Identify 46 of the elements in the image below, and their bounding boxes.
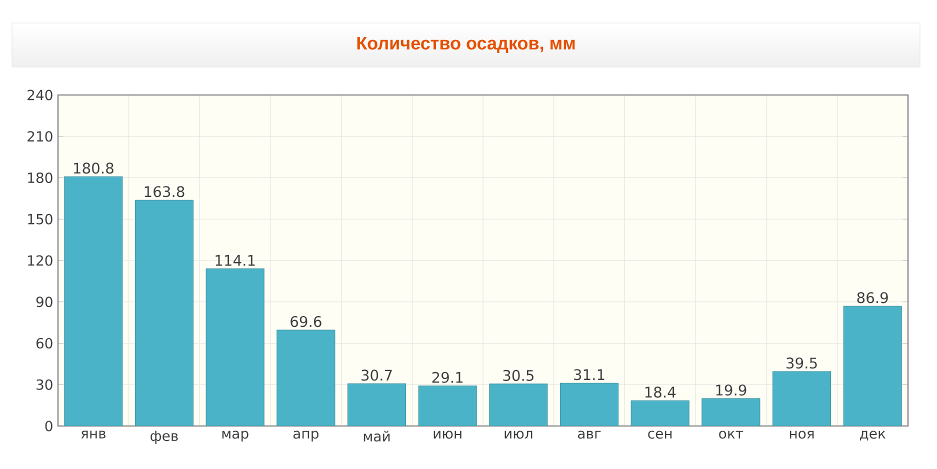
y-tick-label: 60: [36, 338, 52, 349]
bar: [843, 306, 902, 426]
bar: [135, 200, 194, 426]
x-tick-label: ноя: [790, 430, 814, 439]
bar: [276, 330, 335, 426]
x-tick-label: фев: [150, 430, 178, 444]
x-tick-label: июн: [434, 430, 462, 439]
bar: [348, 384, 406, 426]
bar: [418, 386, 477, 426]
y-tick-label: 210: [28, 131, 52, 142]
bar: [772, 372, 831, 426]
bar: [631, 400, 690, 426]
y-tick-label: 180: [28, 172, 52, 184]
x-tick-label: окт: [719, 430, 744, 439]
y-tick-label: 150: [28, 214, 52, 224]
data-label: 30.5: [503, 370, 534, 382]
x-tick-label: июл: [504, 430, 532, 439]
x-tick-label: янв: [81, 430, 106, 438]
x-tick-label: май: [364, 430, 390, 442]
x-tick-label: дек: [860, 430, 886, 440]
data-label: 39.5: [786, 358, 817, 369]
bar: [560, 383, 618, 426]
data-label: 30.7: [362, 370, 392, 381]
data-label: 86.9: [857, 292, 888, 304]
bar: [702, 398, 760, 426]
bar: [64, 176, 122, 426]
data-label: 19.9: [716, 384, 746, 396]
data-label: 180.8: [74, 162, 114, 174]
y-tick-label: 30: [36, 379, 52, 390]
data-label: 163.8: [144, 186, 184, 198]
bar: [489, 384, 548, 426]
data-label: 69.6: [290, 316, 322, 328]
data-label: 18.4: [645, 386, 676, 398]
y-tick-label: 240: [28, 90, 52, 100]
y-tick-label: 120: [28, 255, 52, 266]
data-label: 114.1: [216, 255, 255, 266]
y-tick-label: 90: [36, 296, 52, 308]
chart-title: Количество осадков, мм: [357, 37, 575, 53]
x-tick-label: мар: [222, 430, 248, 442]
data-label: 29.1: [432, 372, 463, 383]
bar: [206, 268, 264, 426]
data-label: 31.1: [574, 369, 604, 380]
x-tick-label: сен: [648, 430, 672, 439]
x-tick-label: апр: [293, 430, 318, 442]
y-tick-label: 0: [45, 420, 52, 432]
x-tick-label: авг: [578, 430, 601, 439]
